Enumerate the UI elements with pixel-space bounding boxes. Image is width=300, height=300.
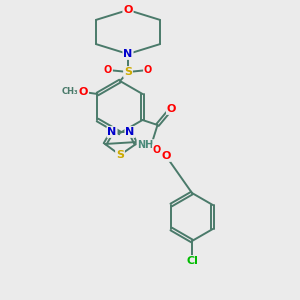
Text: N: N: [123, 49, 133, 59]
Text: O: O: [79, 87, 88, 97]
Text: N: N: [125, 127, 135, 137]
Text: O: O: [104, 65, 112, 75]
Text: S: S: [116, 150, 124, 160]
Text: Cl: Cl: [186, 256, 198, 266]
Text: CH₃: CH₃: [61, 88, 78, 97]
Text: O: O: [123, 5, 133, 15]
Text: O: O: [161, 151, 171, 161]
Text: NH: NH: [137, 140, 154, 150]
Text: O: O: [144, 65, 152, 75]
Text: O: O: [167, 104, 176, 114]
Text: O: O: [153, 145, 161, 155]
Text: S: S: [124, 67, 132, 77]
Text: N: N: [107, 127, 117, 137]
